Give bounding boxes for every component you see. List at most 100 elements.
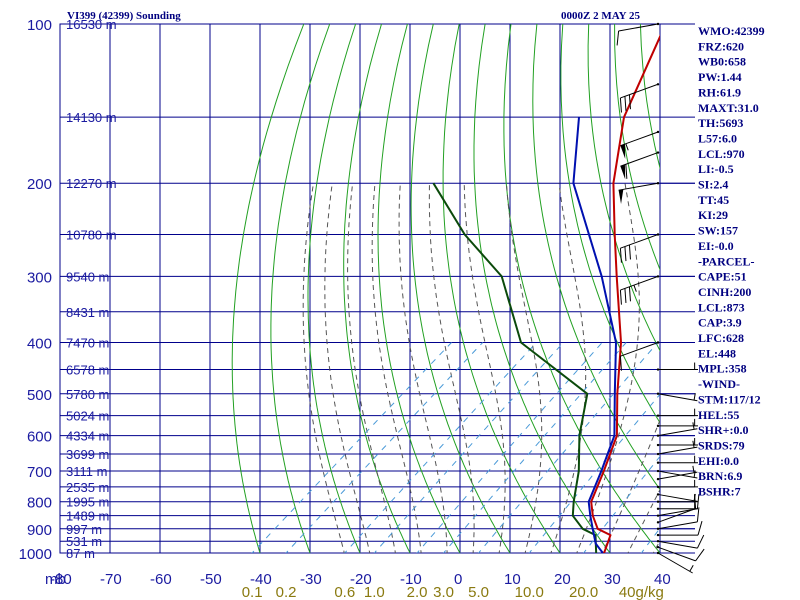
- stability-index: KI:29: [698, 208, 728, 222]
- wind-barb: [656, 545, 705, 562]
- wind-barb: [620, 130, 660, 159]
- mixing-ratio-label: 1.0: [364, 584, 385, 600]
- stability-index: EHI:0.0: [698, 454, 739, 468]
- stability-index: MPL:358: [698, 362, 747, 376]
- dry-adiabat: [503, 24, 660, 553]
- wind-barb: [656, 438, 698, 447]
- height-label: 2535 m: [66, 480, 109, 495]
- mixing-ratio-label: 0.1: [242, 584, 263, 600]
- stability-index: CAPE:51: [698, 270, 747, 284]
- wind-barb: [656, 362, 698, 371]
- stability-index: LCL:970: [698, 147, 745, 161]
- moist-adiabat: [627, 488, 660, 553]
- mixing-ratio-line: [373, 342, 564, 553]
- mixing-ratio-lines: [251, 342, 660, 553]
- pressure-tick-label: 400: [27, 335, 52, 352]
- wind-barb: [656, 392, 698, 402]
- height-label: 3699 m: [66, 447, 109, 462]
- mixing-ratio-label: 0.6: [334, 584, 355, 600]
- mixing-ratio-line: [442, 342, 627, 553]
- temperature-tick-label: 10: [504, 571, 521, 588]
- wind-barb: [619, 341, 660, 371]
- wind-barb: [619, 83, 660, 113]
- temperature-tick-label: 20: [554, 571, 571, 588]
- moist-adiabat: [601, 418, 660, 553]
- mixing-ratio-label: 0.2: [276, 584, 297, 600]
- wind-barb: [656, 551, 694, 574]
- moist-adiabat: [428, 183, 475, 553]
- temperature-tick-label: -70: [100, 571, 122, 588]
- temperature-tick-label: -40: [250, 571, 272, 588]
- stability-index: L57:6.0: [698, 131, 737, 145]
- dry-adiabat: [532, 24, 660, 491]
- wind-barb: [656, 479, 698, 489]
- moist-adiabat: [398, 183, 448, 553]
- wind-barb: [656, 465, 698, 481]
- wind-barb: [656, 455, 698, 464]
- stability-index: SRDS:79: [698, 438, 745, 452]
- mixing-ratio-label: 40g/kg: [619, 584, 664, 600]
- sounding-traces: [432, 34, 660, 553]
- height-label: 6578 m: [66, 363, 109, 378]
- height-label: 5024 m: [66, 409, 109, 424]
- stability-index: LFC:628: [698, 331, 744, 345]
- axis-labels: 16530 m 14130 m 12270 m 10780 m 9540 m 8431 m…: [19, 17, 671, 600]
- sounding-time: 0000Z 2 MAY 25: [561, 10, 640, 22]
- stability-index: TH:5693: [698, 116, 743, 130]
- moist-adiabat: [371, 183, 422, 553]
- moist-adiabat: [505, 183, 543, 553]
- dry-adiabat: [410, 24, 511, 553]
- stability-index: -PARCEL-: [698, 254, 754, 268]
- temperature-tick-label: -60: [150, 571, 172, 588]
- height-label: 5780 m: [66, 387, 109, 402]
- moist-adiabat: [324, 183, 371, 553]
- stability-index: CINH:200: [698, 285, 751, 299]
- moist-adiabats: [302, 183, 660, 553]
- temperature-tick-label: -10: [400, 571, 422, 588]
- moist-adiabat: [550, 183, 587, 553]
- dry-adiabat: [307, 24, 361, 553]
- height-label: 7470 m: [66, 335, 109, 350]
- stability-index: WB0:658: [698, 55, 746, 69]
- stability-index: MAXT:31.0: [698, 101, 759, 115]
- temperature-trace: [590, 34, 660, 553]
- wind-barbs: [616, 22, 705, 574]
- height-label: 14130 m: [66, 110, 117, 125]
- wind-barb: [656, 408, 698, 417]
- height-label: 87 m: [66, 546, 95, 561]
- stability-index: HEL:55: [698, 408, 739, 422]
- height-label: 997 m: [66, 522, 102, 537]
- stability-index: STM:117/12: [698, 392, 761, 406]
- wind-barb: [656, 493, 698, 502]
- dry-adiabat: [442, 24, 561, 553]
- height-label: 1995 m: [66, 495, 109, 510]
- dewpoint-trace: [432, 182, 598, 553]
- temperature-tick-label: -20: [350, 571, 372, 588]
- mixing-ratio-label: 3.0: [433, 584, 454, 600]
- stability-index: -WIND-: [698, 377, 740, 391]
- temperature-tick-label: -30: [300, 571, 322, 588]
- stability-index: LI:-0.5: [698, 162, 734, 176]
- moist-adiabat: [576, 183, 640, 553]
- grid-lines: [59, 23, 695, 554]
- stability-index: EI:-0.0: [698, 239, 734, 253]
- wind-barb: [618, 182, 660, 204]
- wind-barb: [656, 418, 698, 428]
- pressure-tick-label: 700: [27, 464, 52, 481]
- parcel-trace: [572, 117, 617, 553]
- height-label: 1489 m: [66, 509, 109, 524]
- pressure-tick-label: 300: [27, 269, 52, 286]
- mixing-ratio-line: [416, 342, 603, 553]
- stability-index: EL:448: [698, 346, 736, 360]
- stability-index: FRZ:620: [698, 39, 744, 53]
- stability-index: TT:45: [698, 193, 729, 207]
- stability-index: SW:157: [698, 224, 738, 238]
- height-label: 531 m: [66, 534, 102, 549]
- wind-barb: [616, 22, 660, 46]
- height-label: 16530 m: [66, 17, 117, 32]
- stability-index: SHR+:0.0: [698, 423, 749, 437]
- mixing-ratio-line: [528, 393, 660, 553]
- wind-barb: [656, 534, 705, 549]
- moist-adiabat: [347, 183, 396, 553]
